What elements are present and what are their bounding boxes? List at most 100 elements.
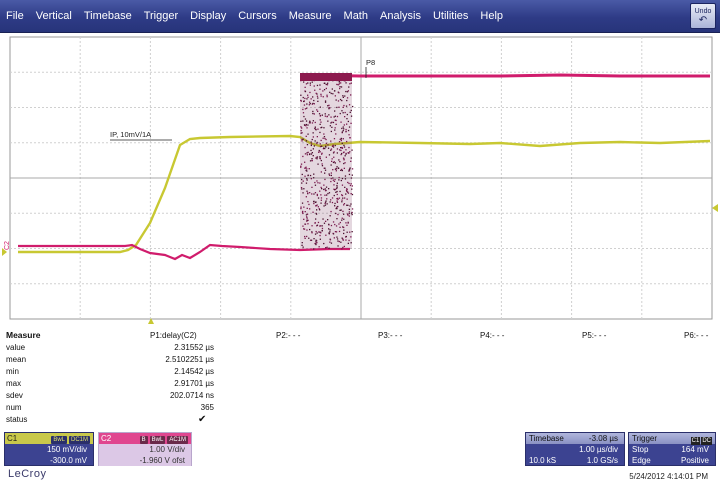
burst-dot bbox=[340, 241, 342, 243]
burst-dot bbox=[341, 201, 343, 203]
burst-dot bbox=[349, 137, 351, 139]
burst-dot bbox=[316, 204, 318, 206]
waveform-display[interactable]: IP, 10mV/1A P8 C2 bbox=[0, 33, 720, 325]
burst-dot bbox=[348, 169, 351, 172]
p4-header[interactable]: P4:- - - bbox=[480, 331, 505, 340]
burst-dot bbox=[314, 242, 316, 245]
c1-descriptor[interactable]: C1 BwL DC1M 150 mV/div -300.0 mV bbox=[4, 432, 94, 466]
timebase-descriptor[interactable]: Timebase -3.08 µs 1.00 µs/div 10.0 kS 1.… bbox=[525, 432, 625, 466]
burst-dot bbox=[347, 90, 349, 92]
burst-dot bbox=[323, 89, 326, 91]
trigger-position-marker-icon[interactable] bbox=[148, 318, 154, 324]
burst-dot bbox=[350, 242, 352, 244]
burst-dot bbox=[340, 147, 342, 149]
burst-dot bbox=[344, 197, 346, 199]
burst-dot bbox=[339, 161, 341, 163]
burst-dot bbox=[339, 98, 342, 101]
burst-dot bbox=[317, 110, 319, 112]
burst-dot bbox=[319, 209, 321, 211]
measure-label: min bbox=[6, 367, 19, 376]
menu-measure[interactable]: Measure bbox=[288, 9, 332, 22]
burst-dot bbox=[347, 221, 349, 223]
menu-cursors[interactable]: Cursors bbox=[238, 9, 277, 22]
burst-dot bbox=[311, 232, 313, 234]
burst-dot bbox=[343, 218, 345, 220]
burst-dot bbox=[344, 155, 346, 157]
measure-value: 2.14542 µs bbox=[174, 367, 214, 376]
burst-dot bbox=[304, 167, 306, 169]
menu-math[interactable]: Math bbox=[343, 9, 368, 22]
burst-dot bbox=[313, 173, 315, 175]
burst-dot bbox=[321, 152, 323, 154]
p1-header[interactable]: P1:delay(C2) bbox=[150, 331, 197, 340]
undo-button[interactable]: Undo ↶ bbox=[690, 3, 716, 29]
burst-dot bbox=[330, 224, 333, 227]
menu-file[interactable]: File bbox=[6, 9, 24, 22]
burst-dot bbox=[319, 123, 321, 125]
measure-label: num bbox=[6, 403, 22, 412]
burst-dot bbox=[311, 231, 313, 233]
menu-display[interactable]: Display bbox=[190, 9, 227, 22]
burst-dot bbox=[351, 168, 354, 170]
burst-dot bbox=[348, 208, 350, 210]
burst-dot bbox=[320, 232, 322, 234]
burst-dot bbox=[329, 241, 331, 243]
burst-dot bbox=[318, 149, 320, 152]
menu-vertical[interactable]: Vertical bbox=[35, 9, 72, 22]
burst-dot bbox=[335, 99, 337, 101]
burst-dot bbox=[313, 99, 315, 102]
menu-timebase[interactable]: Timebase bbox=[83, 9, 132, 22]
burst-dot bbox=[309, 192, 311, 194]
burst-dot bbox=[343, 124, 345, 126]
measure-row-sdev: sdev 202.0714 ns bbox=[0, 390, 720, 401]
burst-dot bbox=[302, 96, 304, 99]
burst-dot bbox=[301, 188, 303, 190]
burst-dot bbox=[305, 166, 307, 168]
burst-dot bbox=[306, 152, 308, 154]
burst-dot bbox=[307, 82, 309, 84]
burst-dot bbox=[312, 96, 314, 98]
burst-dot bbox=[306, 154, 308, 156]
burst-dot bbox=[307, 223, 309, 225]
burst-dot bbox=[338, 106, 340, 108]
trigger-level-marker-icon[interactable] bbox=[712, 204, 718, 212]
burst-dot bbox=[325, 83, 327, 86]
menu-analysis[interactable]: Analysis bbox=[380, 9, 421, 22]
burst-dot bbox=[336, 201, 339, 203]
burst-dot bbox=[347, 192, 350, 194]
burst-dot bbox=[306, 213, 309, 215]
burst-dot bbox=[346, 231, 348, 233]
c2-marker[interactable]: C2 bbox=[4, 241, 11, 250]
p5-header[interactable]: P5:- - - bbox=[582, 331, 607, 340]
burst-dot bbox=[324, 178, 326, 181]
c1-ground-marker-icon[interactable] bbox=[2, 248, 7, 256]
burst-dot bbox=[323, 127, 325, 129]
p3-header[interactable]: P3:- - - bbox=[378, 331, 403, 340]
burst-dot bbox=[336, 152, 338, 154]
burst-dot bbox=[325, 247, 327, 249]
p6-header[interactable]: P6:- - - bbox=[684, 331, 709, 340]
burst-dot bbox=[330, 130, 332, 133]
burst-dot bbox=[322, 90, 324, 92]
burst-dot bbox=[301, 244, 303, 246]
menu-help[interactable]: Help bbox=[480, 9, 504, 22]
burst-dot bbox=[312, 110, 314, 113]
annotation-ip: IP, 10mV/1A bbox=[110, 130, 151, 139]
burst-dot bbox=[333, 156, 335, 158]
measure-title: Measure bbox=[6, 330, 41, 340]
c2-descriptor[interactable]: C2 B BwL AC1M 1.00 V/div -1.960 V ofst bbox=[98, 432, 192, 466]
menu-trigger[interactable]: Trigger bbox=[143, 9, 179, 22]
burst-dot bbox=[336, 218, 338, 220]
burst-dot bbox=[313, 238, 315, 240]
burst-dot bbox=[321, 188, 323, 190]
measure-label: mean bbox=[6, 355, 27, 364]
burst-dot bbox=[350, 94, 352, 96]
burst-dot bbox=[302, 112, 305, 114]
p2-header[interactable]: P2:- - - bbox=[276, 331, 301, 340]
burst-dot bbox=[327, 144, 329, 146]
burst-dot bbox=[313, 200, 315, 202]
trigger-descriptor[interactable]: Trigger C1 DC Stop 164 mV Edge Positive bbox=[628, 432, 716, 466]
burst-dot bbox=[349, 168, 351, 170]
burst-dot bbox=[331, 158, 333, 160]
menu-utilities[interactable]: Utilities bbox=[432, 9, 469, 22]
